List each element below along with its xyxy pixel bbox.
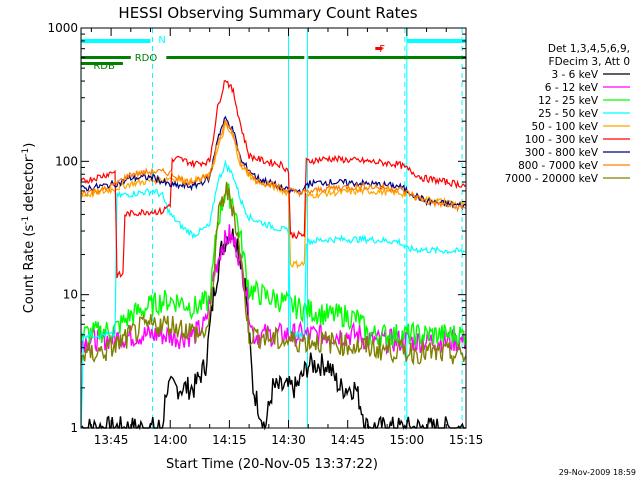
legend-entry: 25 - 50 keV [538, 108, 599, 120]
legend-entry: 3 - 6 keV [551, 69, 598, 81]
legend-entry: 300 - 800 keV [525, 147, 599, 159]
flag-bar-rdb [81, 62, 123, 65]
axes: 13:45 14:00 14:15 14:30 14:45 15:00 15:15 1 10 10… [47, 21, 483, 447]
legend-entry: 100 - 300 keV [525, 134, 599, 146]
legend-entry: 6 - 12 keV [545, 82, 599, 94]
flag-bar-green [288, 56, 305, 59]
y-tick-label: 100 [55, 154, 78, 168]
chart-title: HESSI Observing Summary Count Rates [118, 4, 417, 22]
legend-entry: 12 - 25 keV [538, 95, 599, 107]
flag-label: RDO [135, 53, 158, 64]
x-tick-label: 14:30 [271, 433, 306, 447]
legend-entry: 7000 - 20000 keV [505, 173, 599, 185]
legend-entry: 50 - 100 keV [531, 121, 598, 133]
flag-bar-green [81, 56, 131, 59]
series-line [80, 119, 467, 213]
x-tick-label: 15:00 [390, 433, 425, 447]
x-tick-label: 14:45 [330, 433, 365, 447]
flag-label: N [158, 35, 165, 46]
x-tick-label: 13:45 [94, 433, 129, 447]
timestamp-label: 29-Nov-2009 18:59 [559, 468, 636, 477]
flag-bar-f [375, 47, 383, 50]
flag-label: F [379, 44, 385, 55]
flag-bar-n [406, 39, 466, 43]
y-tick-label: 1 [70, 421, 78, 435]
y-tick-label: 10 [63, 288, 78, 302]
plot-frame [80, 27, 467, 429]
y-axis-label: Count Rate (s-1 detector-1) [21, 143, 37, 314]
x-tick-label: 14:15 [212, 433, 247, 447]
plot-area [80, 28, 467, 431]
flag-bar-green [166, 56, 289, 59]
series-line [80, 80, 467, 279]
series-line [80, 181, 467, 366]
flag-bar-n [81, 39, 151, 43]
x-tick-label: 15:15 [449, 433, 484, 447]
legend-header: Det 1,3,4,5,6,9, [548, 43, 630, 55]
y-tick-label: 1000 [47, 21, 78, 35]
series-line [80, 183, 467, 347]
x-tick-label: 14:00 [153, 433, 188, 447]
series-line [80, 121, 467, 269]
legend-header: FDecim 3, Att 0 [549, 56, 630, 68]
flag-bar-green [308, 56, 466, 59]
series-line [80, 159, 466, 429]
flag-label: RDB [93, 61, 115, 72]
x-axis-label: Start Time (20-Nov-05 13:37:22) [166, 457, 378, 472]
legend-entry: 800 - 7000 keV [518, 160, 599, 172]
legend: Det 1,3,4,5,6,9,FDecim 3, Att 03 - 6 keV… [505, 43, 630, 185]
